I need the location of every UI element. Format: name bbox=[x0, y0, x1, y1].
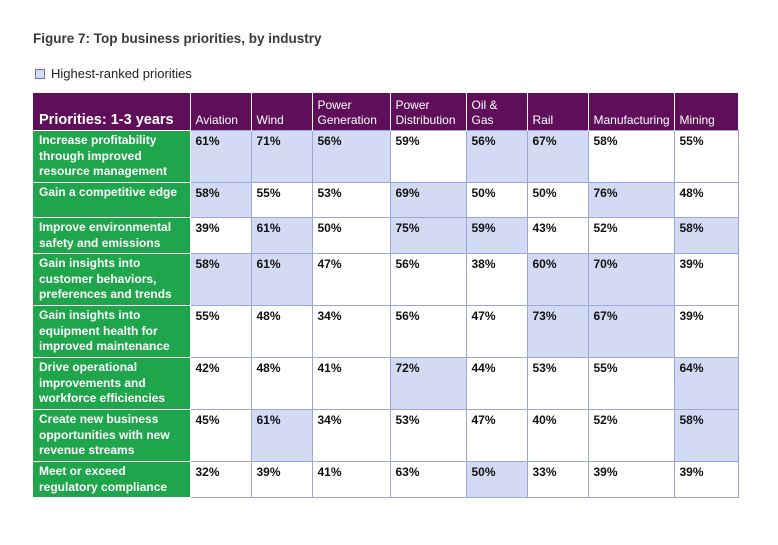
value-cell: 58% bbox=[673, 409, 739, 462]
value-cell: 56% bbox=[389, 253, 467, 306]
value-cell: 56% bbox=[389, 305, 467, 358]
header-power-distribution: Power Distribution bbox=[389, 93, 466, 131]
value-cell: 73% bbox=[526, 305, 589, 358]
priority-label: Improve environmental safety and emissio… bbox=[33, 217, 191, 254]
priority-label: Gain a competitive edge bbox=[33, 182, 191, 218]
value-cell: 63% bbox=[389, 461, 467, 498]
value-cell: 47% bbox=[311, 253, 391, 306]
value-cell: 39% bbox=[189, 217, 252, 254]
value-cell: 55% bbox=[250, 182, 313, 218]
value-cell: 61% bbox=[250, 253, 313, 306]
priority-label: Meet or exceed regulatory compliance bbox=[33, 461, 191, 498]
header-priorities: Priorities: 1-3 years bbox=[33, 93, 190, 131]
table-row: Gain a competitive edge 58% 55% 53% 69% 50% 50… bbox=[33, 182, 739, 218]
header-power-generation: Power Generation bbox=[311, 93, 390, 131]
value-cell: 48% bbox=[673, 182, 739, 218]
value-cell: 55% bbox=[587, 357, 675, 410]
value-cell: 59% bbox=[465, 217, 528, 254]
header-oil-gas: Oil & Gas bbox=[465, 93, 527, 131]
value-cell: 75% bbox=[389, 217, 467, 254]
value-cell: 61% bbox=[189, 130, 252, 183]
legend: Highest-ranked priorities bbox=[35, 66, 192, 81]
priority-label: Gain insights into customer behaviors, p… bbox=[33, 253, 191, 306]
value-cell: 33% bbox=[526, 461, 589, 498]
value-cell: 39% bbox=[673, 461, 739, 498]
value-cell: 39% bbox=[587, 461, 675, 498]
header-rail: Rail bbox=[526, 93, 588, 131]
value-cell: 34% bbox=[311, 409, 391, 462]
value-cell: 43% bbox=[526, 217, 589, 254]
value-cell: 47% bbox=[465, 409, 528, 462]
table-row: Create new business opportunities with n… bbox=[33, 409, 739, 462]
value-cell: 50% bbox=[311, 217, 391, 254]
value-cell: 69% bbox=[389, 182, 467, 218]
value-cell: 55% bbox=[673, 130, 739, 183]
value-cell: 58% bbox=[673, 217, 739, 254]
header-wind: Wind bbox=[250, 93, 312, 131]
value-cell: 32% bbox=[189, 461, 252, 498]
value-cell: 42% bbox=[189, 357, 252, 410]
value-cell: 52% bbox=[587, 409, 675, 462]
priority-label: Gain insights into equipment health for … bbox=[33, 305, 191, 358]
value-cell: 67% bbox=[587, 305, 675, 358]
header-aviation: Aviation bbox=[189, 93, 251, 131]
value-cell: 48% bbox=[250, 305, 313, 358]
value-cell: 58% bbox=[587, 130, 675, 183]
value-cell: 52% bbox=[587, 217, 675, 254]
value-cell: 58% bbox=[189, 253, 252, 306]
value-cell: 34% bbox=[311, 305, 391, 358]
table-row: Meet or exceed regulatory compliance 32% 3… bbox=[33, 461, 739, 498]
priority-label: Drive operational improvements and workf… bbox=[33, 357, 191, 410]
value-cell: 71% bbox=[250, 130, 313, 183]
value-cell: 55% bbox=[189, 305, 252, 358]
header-mining: Mining bbox=[673, 93, 738, 131]
value-cell: 39% bbox=[673, 305, 739, 358]
table-row: Gain insights into customer behaviors, p… bbox=[33, 253, 739, 306]
value-cell: 56% bbox=[311, 130, 391, 183]
value-cell: 41% bbox=[311, 357, 391, 410]
value-cell: 50% bbox=[526, 182, 589, 218]
value-cell: 56% bbox=[465, 130, 528, 183]
priority-label: Create new business opportunities with n… bbox=[33, 409, 191, 462]
value-cell: 50% bbox=[465, 182, 528, 218]
header-manufacturing: Manufacturing bbox=[587, 93, 674, 131]
value-cell: 38% bbox=[465, 253, 528, 306]
value-cell: 45% bbox=[189, 409, 252, 462]
figure-title: Figure 7: Top business priorities, by in… bbox=[33, 31, 322, 46]
value-cell: 64% bbox=[673, 357, 739, 410]
value-cell: 44% bbox=[465, 357, 528, 410]
value-cell: 48% bbox=[250, 357, 313, 410]
value-cell: 76% bbox=[587, 182, 675, 218]
value-cell: 67% bbox=[526, 130, 589, 183]
table-row: Gain insights into equipment health for … bbox=[33, 305, 739, 358]
legend-swatch bbox=[35, 68, 45, 79]
priorities-table: Priorities: 1-3 years Aviation Wind Powe… bbox=[33, 93, 739, 498]
value-cell: 50% bbox=[465, 461, 528, 498]
value-cell: 72% bbox=[389, 357, 467, 410]
legend-label: Highest-ranked priorities bbox=[51, 66, 192, 81]
value-cell: 60% bbox=[526, 253, 589, 306]
table-row: Drive operational improvements and workf… bbox=[33, 357, 739, 410]
table-row: Improve environmental safety and emissio… bbox=[33, 217, 739, 254]
value-cell: 70% bbox=[587, 253, 675, 306]
priority-label: Increase profitability through improved … bbox=[33, 130, 191, 183]
value-cell: 39% bbox=[250, 461, 313, 498]
value-cell: 61% bbox=[250, 217, 313, 254]
value-cell: 53% bbox=[389, 409, 467, 462]
value-cell: 41% bbox=[311, 461, 391, 498]
value-cell: 53% bbox=[526, 357, 589, 410]
value-cell: 59% bbox=[389, 130, 467, 183]
value-cell: 47% bbox=[465, 305, 528, 358]
value-cell: 61% bbox=[250, 409, 313, 462]
table-header-row: Priorities: 1-3 years Aviation Wind Powe… bbox=[33, 93, 738, 131]
table-row: Increase profitability through improved … bbox=[33, 130, 739, 183]
value-cell: 39% bbox=[673, 253, 739, 306]
value-cell: 53% bbox=[311, 182, 391, 218]
value-cell: 40% bbox=[526, 409, 589, 462]
value-cell: 58% bbox=[189, 182, 252, 218]
